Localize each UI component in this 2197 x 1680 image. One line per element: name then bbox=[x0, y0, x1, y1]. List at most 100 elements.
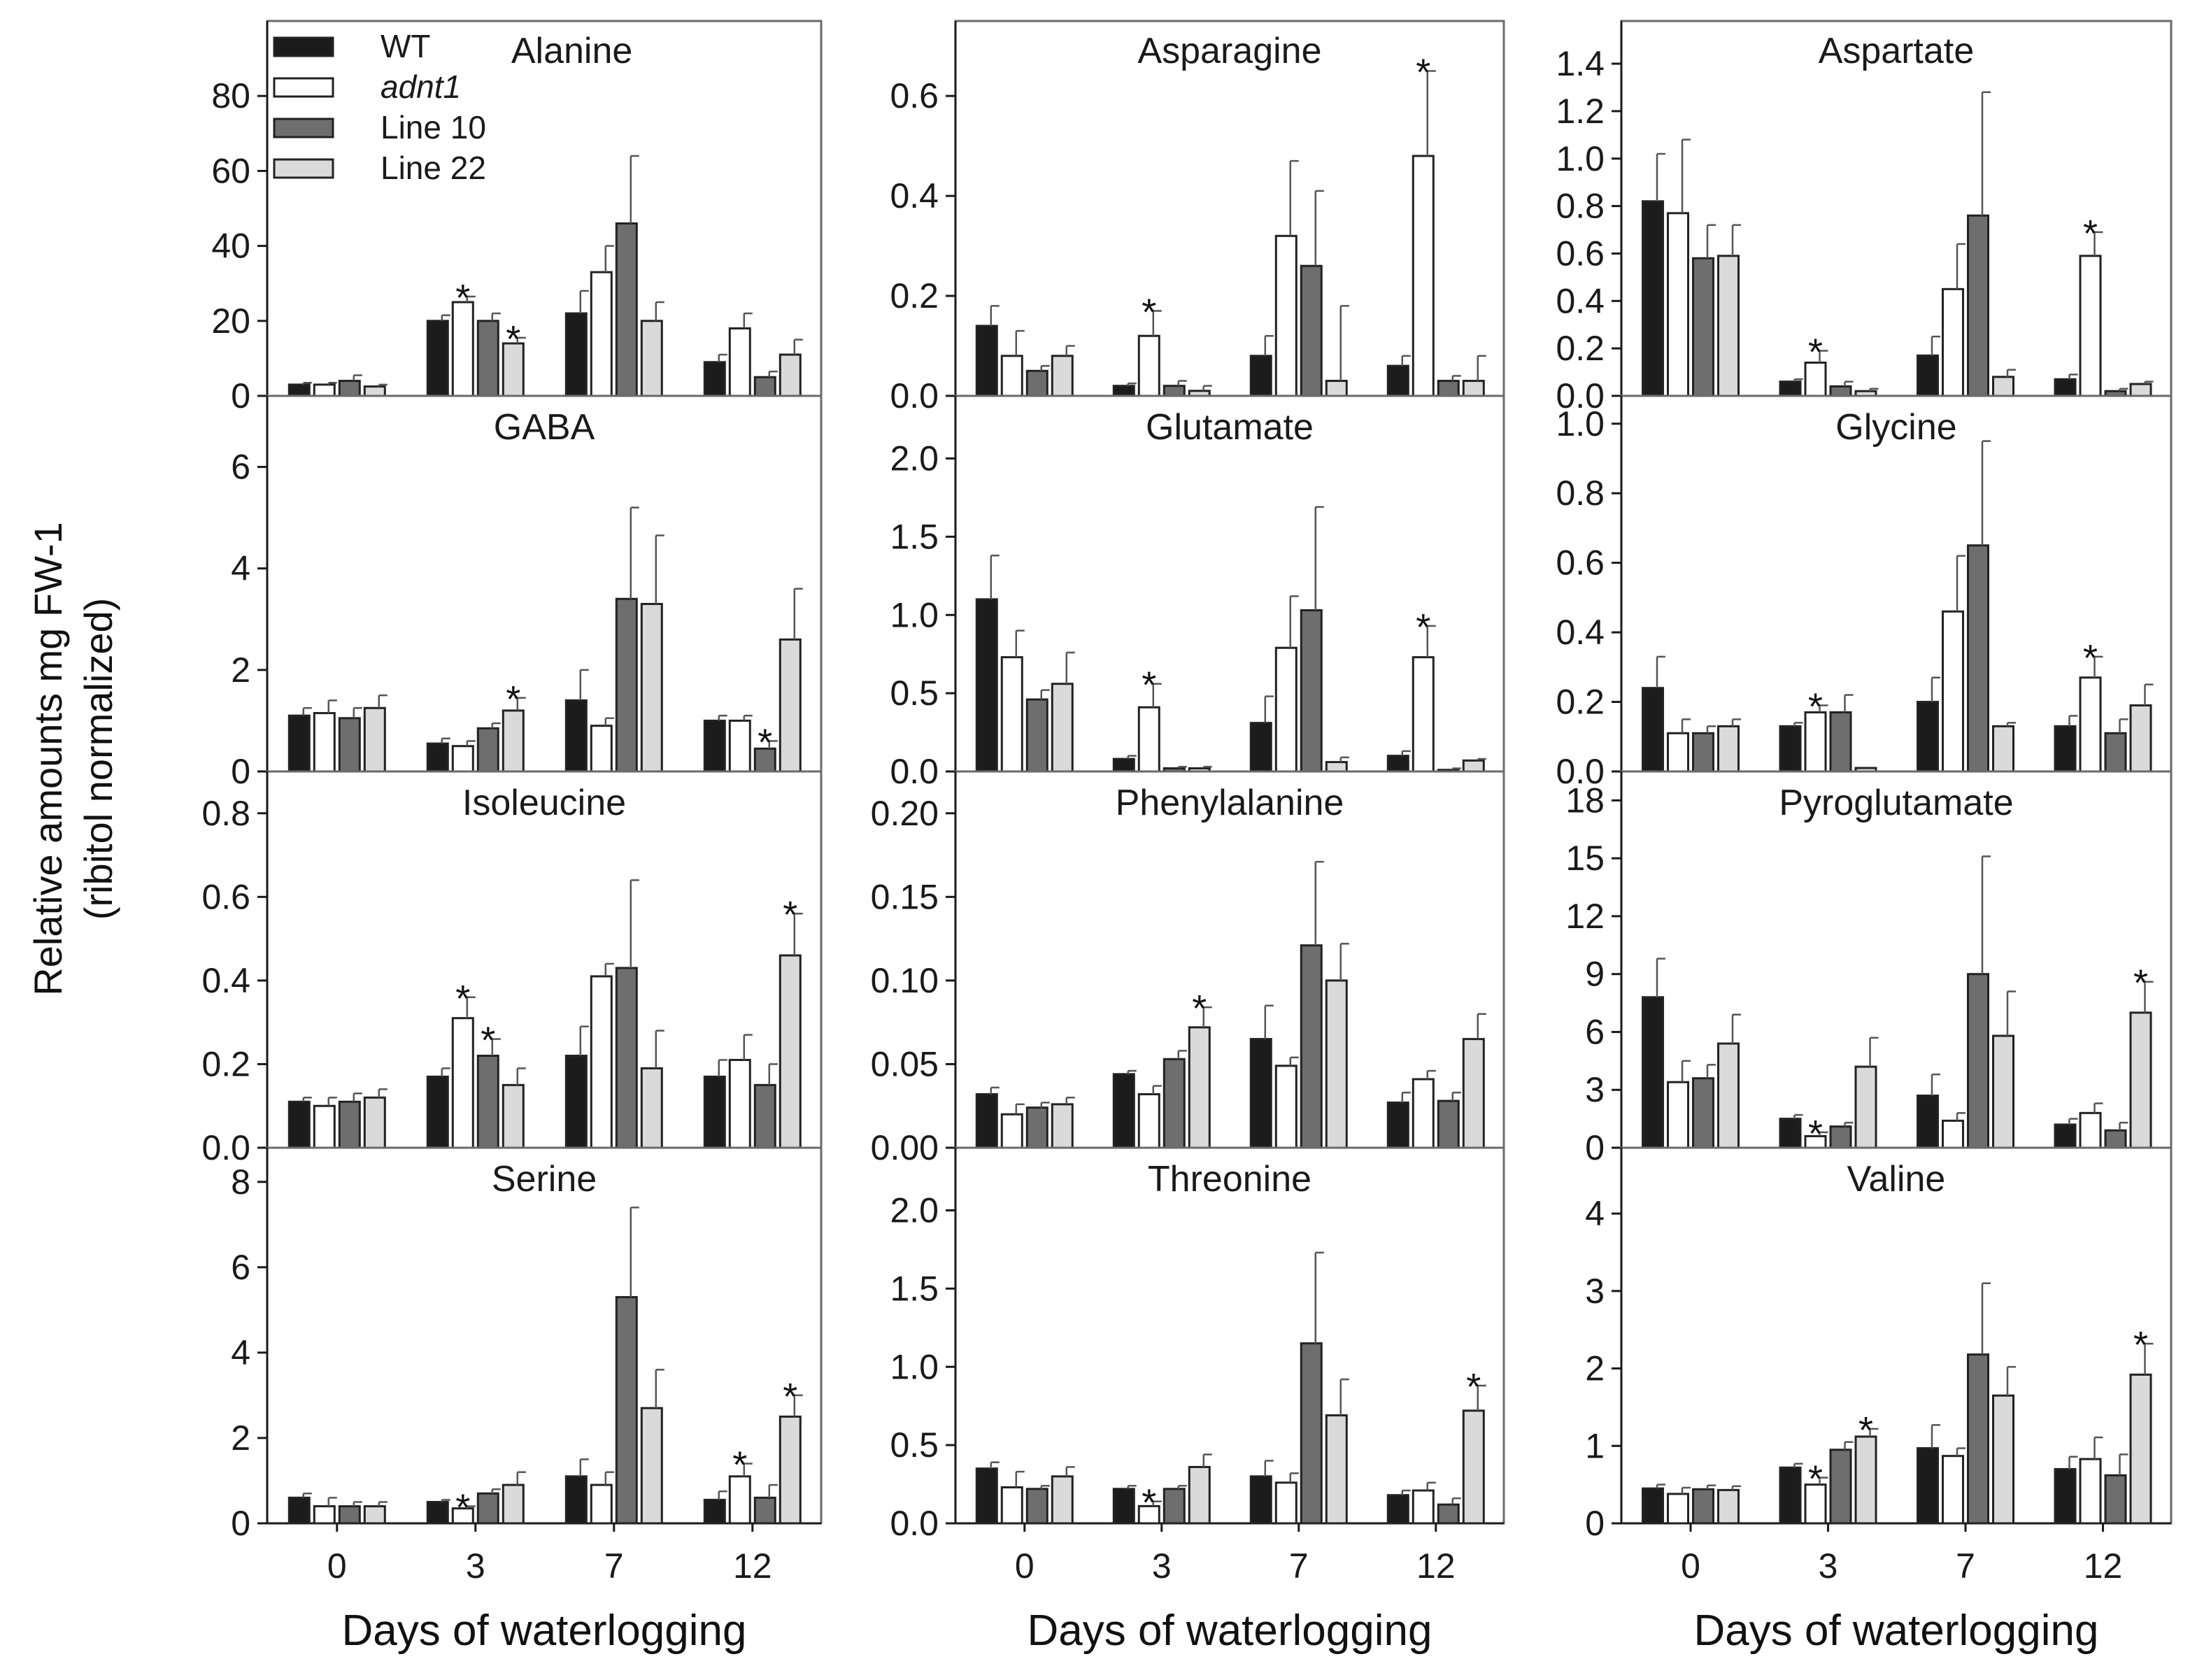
y-tick-label: 0.4 bbox=[1556, 613, 1605, 652]
bar bbox=[728, 1475, 751, 1525]
bar bbox=[1025, 698, 1048, 773]
bar bbox=[1717, 1042, 1740, 1149]
bar bbox=[313, 712, 336, 773]
y-tick-label: 8 bbox=[231, 1162, 250, 1202]
bar bbox=[476, 1054, 499, 1149]
bar bbox=[753, 1083, 776, 1149]
bar bbox=[2079, 1458, 2102, 1525]
bar bbox=[1717, 255, 1740, 397]
y-tick-label: 0.05 bbox=[871, 1044, 939, 1083]
y-tick-label: 60 bbox=[211, 151, 250, 190]
bar bbox=[703, 719, 726, 773]
bar bbox=[1386, 1494, 1409, 1525]
bar bbox=[1163, 1058, 1186, 1149]
bar bbox=[1000, 1113, 1023, 1149]
panel-isoleucine: 0.0 0.2 0.4 0.6 0.8 Isoleucine * * * bbox=[201, 770, 823, 1167]
bar bbox=[753, 747, 776, 773]
significance-star: * bbox=[1808, 1113, 1823, 1155]
y-tick-label: 0.6 bbox=[1556, 543, 1605, 583]
bar bbox=[1112, 385, 1135, 397]
significance-star: * bbox=[1192, 988, 1207, 1030]
bar bbox=[2079, 676, 2102, 773]
y-tick-label: 0.8 bbox=[1556, 187, 1605, 226]
panel-title: Phenylalanine bbox=[1116, 783, 1344, 823]
bar bbox=[1829, 385, 1852, 397]
bar bbox=[1249, 355, 1272, 397]
bar bbox=[975, 1467, 998, 1525]
bar bbox=[1300, 264, 1323, 397]
bar bbox=[1412, 1078, 1435, 1149]
bar bbox=[1942, 610, 1965, 773]
bar bbox=[2129, 1011, 2152, 1149]
bar bbox=[1386, 755, 1409, 773]
y-tick-label: 0.6 bbox=[1556, 234, 1605, 273]
y-tick-label: 3 bbox=[1585, 1070, 1605, 1109]
bar bbox=[1642, 200, 1665, 397]
bar bbox=[1137, 1504, 1160, 1525]
bar bbox=[975, 598, 998, 773]
bar bbox=[640, 320, 663, 397]
bar bbox=[476, 1492, 499, 1525]
panel-asparagine: 0.0 0.2 0.4 0.6 Asparagine * * bbox=[890, 20, 1505, 415]
y-tick-label: 0.00 bbox=[871, 1128, 939, 1167]
bar bbox=[1642, 996, 1665, 1149]
bar bbox=[1854, 1065, 1877, 1149]
bar bbox=[1051, 683, 1074, 773]
bar bbox=[363, 385, 386, 397]
bar bbox=[778, 954, 802, 1149]
bar bbox=[1025, 369, 1048, 397]
bar bbox=[564, 699, 588, 773]
y-tick-label: 1.5 bbox=[890, 517, 939, 556]
y-tick-label: 1 bbox=[1585, 1426, 1605, 1465]
panel-threonine: 0.0 0.5 1.0 1.5 2.0 Threonine * * 0 3 7 12 Days of w… bbox=[890, 1146, 1505, 1655]
y-tick-label: 0.4 bbox=[890, 176, 939, 215]
bar bbox=[1000, 355, 1023, 397]
bar bbox=[1462, 380, 1485, 397]
panel-title: Serine bbox=[492, 1159, 597, 1200]
bar bbox=[1249, 722, 1272, 773]
bar bbox=[1412, 656, 1435, 773]
significance-star: * bbox=[758, 721, 772, 763]
y-tick-label: 6 bbox=[1585, 1012, 1605, 1051]
bar bbox=[2129, 383, 2152, 397]
significance-star: * bbox=[455, 1487, 470, 1529]
y-tick-label: 0 bbox=[231, 752, 250, 791]
y-tick-label: 20 bbox=[211, 301, 250, 341]
y-tick-label: 0.2 bbox=[890, 276, 939, 315]
bar bbox=[1829, 1125, 1852, 1149]
y-tick-label: 15 bbox=[1565, 839, 1605, 878]
y-tick-label: 1.0 bbox=[890, 595, 939, 634]
legend-label: Line 10 bbox=[381, 109, 486, 145]
bar bbox=[1967, 544, 1990, 773]
bar bbox=[1412, 1489, 1435, 1525]
bar bbox=[2129, 1373, 2152, 1525]
significance-star: * bbox=[455, 978, 470, 1020]
bar bbox=[313, 1104, 336, 1149]
bar bbox=[1992, 1034, 2015, 1149]
y-tick-label: 2.0 bbox=[890, 1191, 939, 1230]
y-tick-label: 2.0 bbox=[890, 439, 939, 478]
bar bbox=[1274, 1481, 1297, 1525]
significance-star: * bbox=[1142, 292, 1156, 334]
bar bbox=[1992, 725, 2015, 773]
bar bbox=[1300, 944, 1323, 1149]
bar bbox=[1386, 1101, 1409, 1149]
bar bbox=[338, 380, 361, 397]
y-tick-label: 3 bbox=[1585, 1272, 1605, 1311]
bar bbox=[476, 320, 499, 397]
bar bbox=[426, 1075, 449, 1149]
y-tick-label: 1.5 bbox=[890, 1269, 939, 1308]
significance-star: * bbox=[1808, 1458, 1823, 1500]
bar bbox=[1325, 380, 1348, 397]
y-tick-label: 0.6 bbox=[201, 877, 250, 916]
bar bbox=[1249, 1038, 1272, 1149]
bar bbox=[1462, 1409, 1485, 1525]
x-tick-label: 0 bbox=[327, 1546, 347, 1586]
legend-label: Line 22 bbox=[381, 150, 486, 186]
bar bbox=[564, 312, 588, 397]
bar bbox=[2104, 1129, 2127, 1149]
bar bbox=[1692, 1488, 1715, 1525]
y-axis-label-line2: (ribitol normalized) bbox=[76, 598, 120, 920]
